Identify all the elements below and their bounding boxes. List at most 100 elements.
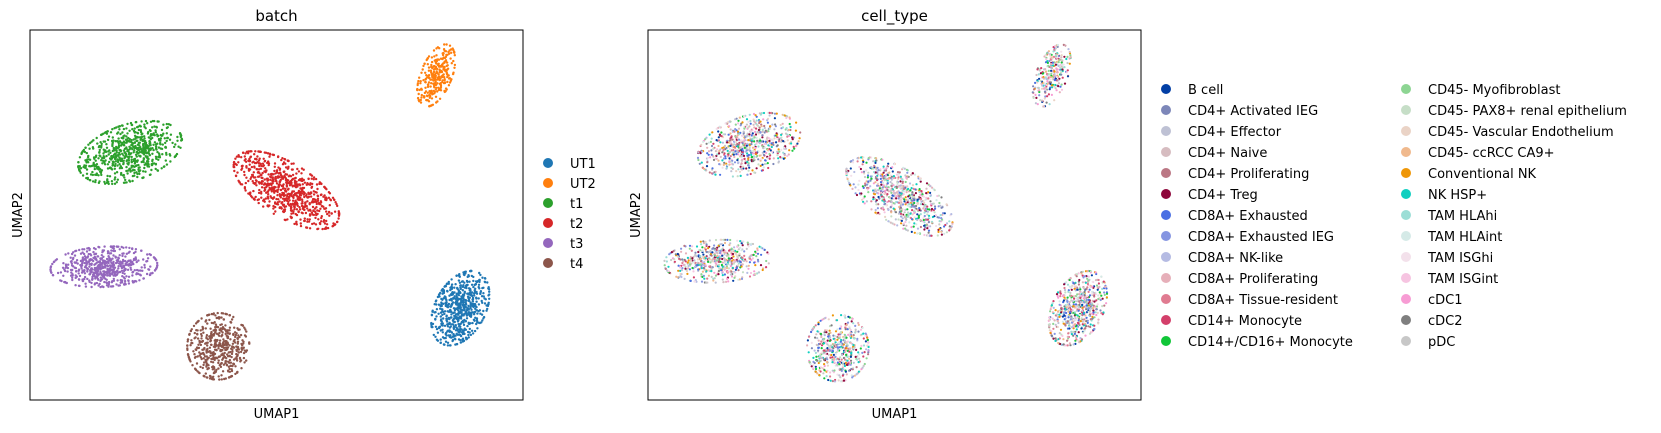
data-point (1063, 283, 1066, 286)
data-point (1053, 70, 1056, 73)
data-point (1059, 292, 1062, 295)
data-point (208, 318, 211, 322)
data-point (268, 200, 271, 203)
data-point (64, 263, 68, 266)
data-point (308, 213, 312, 216)
data-point (450, 313, 453, 316)
data-point (781, 122, 784, 125)
data-point (240, 164, 244, 168)
data-point (302, 190, 305, 194)
data-point (741, 121, 744, 124)
data-point (444, 340, 448, 343)
data-point (193, 356, 197, 359)
data-point (145, 272, 149, 276)
data-point (1058, 332, 1061, 335)
data-point (53, 260, 56, 263)
data-point (765, 138, 768, 141)
data-point (1056, 71, 1059, 74)
data-point (733, 161, 737, 164)
data-point (445, 88, 448, 91)
data-point (426, 83, 430, 86)
data-point (285, 185, 289, 188)
data-point (332, 222, 335, 225)
data-point (66, 270, 69, 273)
data-point (1032, 88, 1036, 91)
data-point (243, 349, 246, 352)
data-point (442, 67, 445, 70)
data-point (110, 249, 113, 252)
data-point (1096, 288, 1099, 291)
data-point (134, 144, 137, 148)
data-point (229, 338, 232, 341)
data-point (454, 283, 457, 286)
data-point (1062, 322, 1065, 325)
data-point (312, 201, 315, 204)
data-point (121, 131, 124, 134)
data-point (1072, 330, 1075, 333)
data-point (262, 164, 266, 167)
data-point (266, 179, 269, 182)
data-point (319, 182, 323, 185)
data-point (1105, 302, 1108, 305)
data-point (432, 49, 436, 52)
data-point (1087, 290, 1090, 293)
data-point (218, 378, 221, 381)
data-point (220, 354, 224, 357)
data-point (1038, 77, 1041, 80)
data-point (144, 170, 147, 173)
data-point (133, 269, 136, 272)
data-point (435, 67, 439, 71)
data-point (241, 324, 244, 327)
data-point (152, 143, 155, 146)
data-point (1047, 64, 1050, 67)
data-point (138, 279, 141, 282)
data-point (784, 147, 788, 150)
data-point (243, 326, 246, 329)
data-point (475, 280, 479, 284)
data-point (200, 317, 203, 320)
data-point (302, 186, 306, 190)
data-point (130, 155, 133, 159)
data-point (443, 89, 446, 93)
data-point (296, 191, 300, 194)
data-point (705, 142, 708, 145)
data-point (443, 285, 446, 288)
data-point (467, 287, 471, 290)
data-point (430, 56, 434, 59)
data-point (81, 174, 85, 177)
data-point (110, 155, 114, 158)
data-point (135, 120, 138, 124)
data-point (474, 283, 477, 286)
data-point (110, 261, 113, 264)
data-point (424, 86, 427, 90)
data-point (283, 205, 286, 209)
data-point (459, 284, 462, 287)
data-point (100, 133, 103, 136)
data-point (146, 151, 150, 154)
data-point (149, 173, 152, 176)
data-point (92, 161, 95, 165)
data-point (481, 276, 484, 279)
data-point (227, 360, 230, 364)
data-point (1071, 300, 1074, 303)
data-point (446, 329, 450, 332)
data-point (209, 343, 213, 346)
data-point (221, 358, 224, 361)
data-point (1059, 71, 1063, 74)
data-point (115, 151, 119, 154)
data-point (324, 198, 327, 201)
data-point (217, 359, 220, 362)
data-point (255, 179, 258, 183)
data-point (225, 364, 229, 367)
data-point (486, 281, 489, 284)
data-point (1043, 97, 1046, 100)
data-point (1063, 314, 1066, 317)
data-point (1057, 341, 1060, 345)
data-point (87, 143, 90, 146)
data-point (445, 43, 448, 46)
data-point (1032, 85, 1035, 88)
data-point (121, 152, 124, 155)
data-point (118, 254, 121, 257)
data-point (1090, 274, 1093, 277)
data-point (719, 155, 722, 158)
